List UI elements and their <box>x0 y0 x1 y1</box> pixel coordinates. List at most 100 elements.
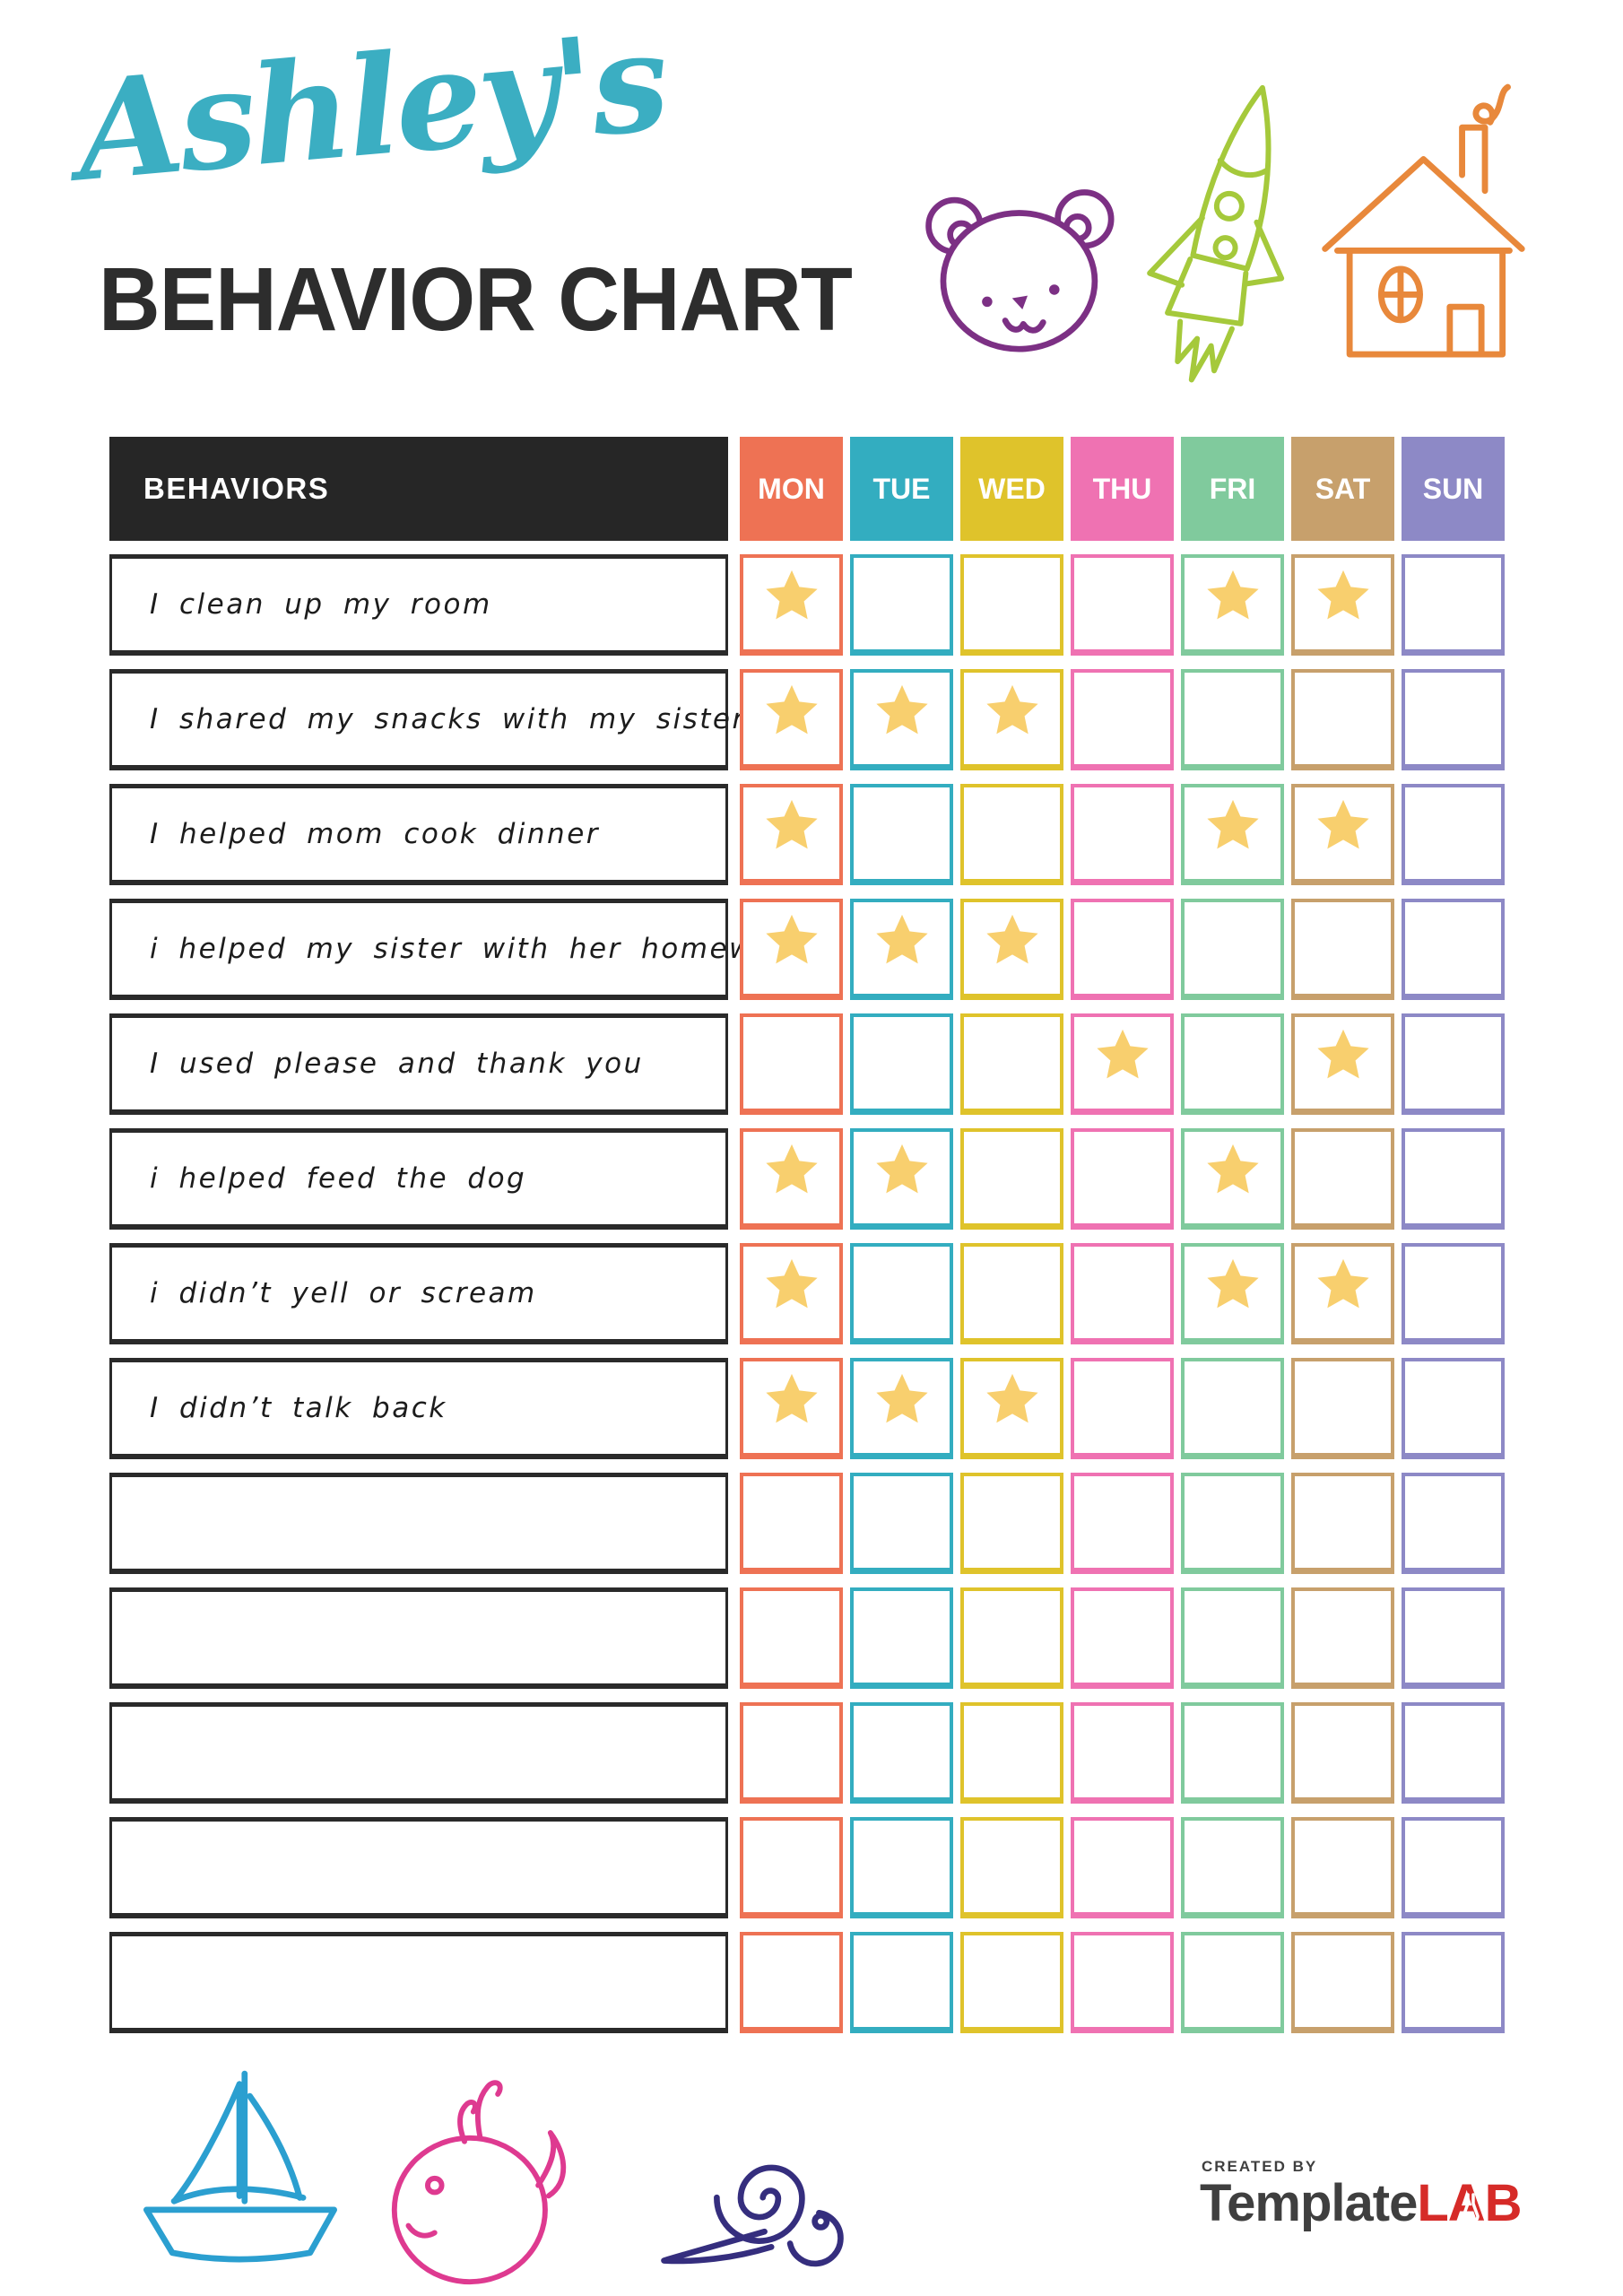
cell-r11-wed[interactable] <box>960 1702 1063 1804</box>
cell-r6-thu[interactable] <box>1071 1128 1174 1230</box>
cell-r4-wed[interactable] <box>960 899 1063 1000</box>
cell-r4-fri[interactable] <box>1181 899 1284 1000</box>
cell-r13-thu[interactable] <box>1071 1932 1174 2033</box>
cell-r13-wed[interactable] <box>960 1932 1063 2033</box>
cell-r7-wed[interactable] <box>960 1243 1063 1344</box>
cell-r9-wed[interactable] <box>960 1473 1063 1574</box>
cell-r11-fri[interactable] <box>1181 1702 1284 1804</box>
behavior-label-box-5[interactable]: I used please and thank you <box>109 1013 728 1115</box>
cell-r1-fri[interactable] <box>1181 554 1284 656</box>
cell-r6-wed[interactable] <box>960 1128 1063 1230</box>
cell-r13-sun[interactable] <box>1402 1932 1505 2033</box>
cell-r2-wed[interactable] <box>960 669 1063 770</box>
cell-r9-thu[interactable] <box>1071 1473 1174 1574</box>
cell-r2-mon[interactable] <box>740 669 843 770</box>
cell-r3-mon[interactable] <box>740 784 843 885</box>
cell-r6-mon[interactable] <box>740 1128 843 1230</box>
cell-r4-tue[interactable] <box>850 899 953 1000</box>
cell-r7-fri[interactable] <box>1181 1243 1284 1344</box>
cell-r6-fri[interactable] <box>1181 1128 1284 1230</box>
behavior-label-box-10[interactable] <box>109 1587 728 1689</box>
cell-r5-sat[interactable] <box>1291 1013 1394 1115</box>
behavior-label-box-4[interactable]: i helped my sister with her homework <box>109 899 803 1000</box>
cell-r5-tue[interactable] <box>850 1013 953 1115</box>
cell-r8-mon[interactable] <box>740 1358 843 1459</box>
cell-r13-fri[interactable] <box>1181 1932 1284 2033</box>
cell-r9-sat[interactable] <box>1291 1473 1394 1574</box>
cell-r6-tue[interactable] <box>850 1128 953 1230</box>
cell-r5-mon[interactable] <box>740 1013 843 1115</box>
cell-r9-sun[interactable] <box>1402 1473 1505 1574</box>
cell-r1-mon[interactable] <box>740 554 843 656</box>
cell-r2-tue[interactable] <box>850 669 953 770</box>
cell-r11-thu[interactable] <box>1071 1702 1174 1804</box>
cell-r2-thu[interactable] <box>1071 669 1174 770</box>
behavior-label-box-1[interactable]: I clean up my room <box>109 554 728 656</box>
cell-r5-sun[interactable] <box>1402 1013 1505 1115</box>
cell-r8-sun[interactable] <box>1402 1358 1505 1459</box>
cell-r7-sun[interactable] <box>1402 1243 1505 1344</box>
cell-r10-mon[interactable] <box>740 1587 843 1689</box>
cell-r3-sun[interactable] <box>1402 784 1505 885</box>
cell-r8-wed[interactable] <box>960 1358 1063 1459</box>
cell-r12-mon[interactable] <box>740 1817 843 1918</box>
cell-r9-fri[interactable] <box>1181 1473 1284 1574</box>
behavior-label-box-13[interactable] <box>109 1932 728 2033</box>
cell-r1-wed[interactable] <box>960 554 1063 656</box>
cell-r12-thu[interactable] <box>1071 1817 1174 1918</box>
cell-r9-tue[interactable] <box>850 1473 953 1574</box>
cell-r11-sun[interactable] <box>1402 1702 1505 1804</box>
cell-r11-sat[interactable] <box>1291 1702 1394 1804</box>
cell-r10-fri[interactable] <box>1181 1587 1284 1689</box>
cell-r12-sun[interactable] <box>1402 1817 1505 1918</box>
cell-r10-wed[interactable] <box>960 1587 1063 1689</box>
cell-r3-tue[interactable] <box>850 784 953 885</box>
cell-r8-sat[interactable] <box>1291 1358 1394 1459</box>
cell-r13-sat[interactable] <box>1291 1932 1394 2033</box>
cell-r12-tue[interactable] <box>850 1817 953 1918</box>
cell-r11-tue[interactable] <box>850 1702 953 1804</box>
cell-r10-thu[interactable] <box>1071 1587 1174 1689</box>
cell-r4-mon[interactable] <box>740 899 843 1000</box>
cell-r4-sun[interactable] <box>1402 899 1505 1000</box>
cell-r10-sat[interactable] <box>1291 1587 1394 1689</box>
cell-r3-fri[interactable] <box>1181 784 1284 885</box>
cell-r12-wed[interactable] <box>960 1817 1063 1918</box>
cell-r7-mon[interactable] <box>740 1243 843 1344</box>
cell-r8-tue[interactable] <box>850 1358 953 1459</box>
cell-r1-thu[interactable] <box>1071 554 1174 656</box>
cell-r13-mon[interactable] <box>740 1932 843 2033</box>
cell-r5-fri[interactable] <box>1181 1013 1284 1115</box>
cell-r12-fri[interactable] <box>1181 1817 1284 1918</box>
cell-r4-sat[interactable] <box>1291 899 1394 1000</box>
cell-r13-tue[interactable] <box>850 1932 953 2033</box>
cell-r3-sat[interactable] <box>1291 784 1394 885</box>
cell-r1-sun[interactable] <box>1402 554 1505 656</box>
cell-r5-thu[interactable] <box>1071 1013 1174 1115</box>
cell-r7-thu[interactable] <box>1071 1243 1174 1344</box>
behavior-label-box-8[interactable]: I didn’t talk back <box>109 1358 728 1459</box>
cell-r7-tue[interactable] <box>850 1243 953 1344</box>
cell-r2-fri[interactable] <box>1181 669 1284 770</box>
behavior-label-box-2[interactable]: I shared my snacks with my sister <box>109 669 743 770</box>
cell-r3-wed[interactable] <box>960 784 1063 885</box>
cell-r9-mon[interactable] <box>740 1473 843 1574</box>
behavior-label-box-3[interactable]: I helped mom cook dinner <box>109 784 728 885</box>
cell-r6-sun[interactable] <box>1402 1128 1505 1230</box>
cell-r8-fri[interactable] <box>1181 1358 1284 1459</box>
cell-r11-mon[interactable] <box>740 1702 843 1804</box>
cell-r1-tue[interactable] <box>850 554 953 656</box>
behavior-label-box-12[interactable] <box>109 1817 728 1918</box>
cell-r12-sat[interactable] <box>1291 1817 1394 1918</box>
cell-r1-sat[interactable] <box>1291 554 1394 656</box>
cell-r6-sat[interactable] <box>1291 1128 1394 1230</box>
behavior-label-box-6[interactable]: i helped feed the dog <box>109 1128 728 1230</box>
cell-r10-sun[interactable] <box>1402 1587 1505 1689</box>
behavior-label-box-11[interactable] <box>109 1702 728 1804</box>
cell-r2-sat[interactable] <box>1291 669 1394 770</box>
cell-r7-sat[interactable] <box>1291 1243 1394 1344</box>
cell-r10-tue[interactable] <box>850 1587 953 1689</box>
cell-r8-thu[interactable] <box>1071 1358 1174 1459</box>
cell-r3-thu[interactable] <box>1071 784 1174 885</box>
behavior-label-box-7[interactable]: i didn’t yell or scream <box>109 1243 728 1344</box>
